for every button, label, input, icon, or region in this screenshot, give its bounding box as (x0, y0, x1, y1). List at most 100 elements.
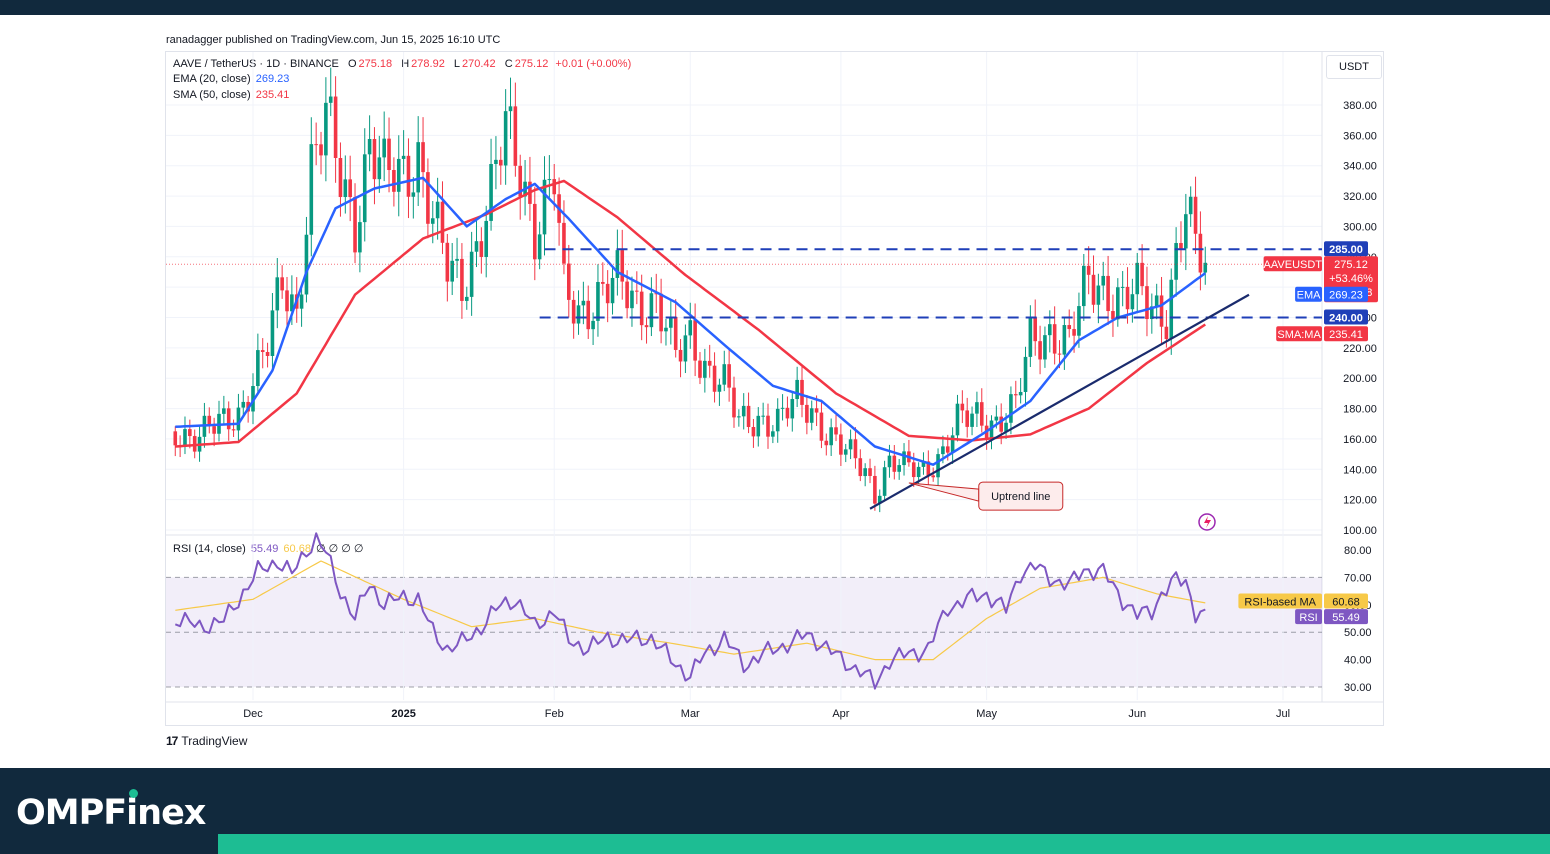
candle-body (790, 399, 795, 419)
sma-axis-tag-bg (1324, 326, 1368, 342)
candle-body (406, 155, 411, 197)
candle-body (532, 203, 537, 260)
ema-legend[interactable]: EMA (20, close) 269.23 (173, 73, 289, 85)
candle-body (275, 277, 280, 311)
rsi-legend-value: 55.49 (250, 543, 279, 555)
chart-frame (165, 51, 1384, 726)
candle-body (601, 281, 605, 284)
candle-body (887, 455, 892, 468)
candle-body (1013, 394, 1018, 396)
ema-legend-value: 269.23 (255, 73, 290, 85)
candle-body (834, 427, 838, 435)
candle-body (814, 408, 819, 413)
candle-body (1159, 295, 1164, 327)
candle-body (1203, 262, 1208, 273)
candle-body (625, 281, 629, 309)
candle-body (775, 408, 780, 432)
candle-body (314, 144, 318, 146)
rsi-ma-axis-tag-bg (1324, 593, 1368, 609)
candle-body (518, 165, 523, 197)
candle-body (868, 468, 872, 476)
price-tick-label: 100.00 (1343, 525, 1377, 537)
legend-low: 270.42 (462, 58, 496, 70)
candle-body (547, 179, 552, 181)
candle-body (382, 138, 386, 158)
candle-body (430, 218, 435, 224)
annotation-label: Uptrend line (991, 491, 1050, 503)
candle-body (450, 260, 454, 282)
candle-body (902, 451, 906, 466)
candle-body (698, 360, 702, 378)
candle-body (795, 379, 799, 400)
price-tick-label: 320.00 (1343, 191, 1377, 203)
candle-body (945, 446, 950, 453)
candle-body (192, 436, 197, 452)
candle-body (567, 263, 571, 300)
candle-body (173, 431, 178, 446)
candle-body (256, 350, 260, 387)
rsi-legend[interactable]: RSI (14, close) 55.49 60.68 ∅ ∅ ∅ ∅ (173, 542, 364, 555)
candle-body (688, 320, 693, 336)
tradingview-logo[interactable]: 17 TradingView (166, 734, 247, 748)
candle-body (707, 360, 712, 366)
candle-body (183, 429, 187, 447)
candle-body (921, 461, 926, 467)
candle-body (222, 408, 226, 414)
candle-body (1120, 286, 1125, 288)
rsi-tick-label: 80.00 (1344, 545, 1372, 557)
time-tick-label: Apr (832, 708, 849, 720)
rsi-tick-label: 30.00 (1344, 682, 1372, 694)
candle-body (333, 96, 338, 159)
footer-accent-bar (218, 834, 1550, 854)
lightning-icon (1198, 513, 1216, 531)
candles (173, 67, 1208, 513)
ema-axis-tag-bg (1324, 286, 1368, 302)
last-price-label: 275.12 (1334, 259, 1368, 271)
time-tick-label: Jun (1128, 708, 1146, 720)
candle-body (1179, 243, 1183, 249)
candle-body (1091, 274, 1096, 305)
candle-body (372, 138, 377, 180)
rsi-tick-label: 50.00 (1344, 627, 1372, 639)
brand-text-after: nex (137, 793, 206, 833)
rsi-tick-label: 70.00 (1344, 572, 1372, 584)
candle-body (270, 310, 275, 356)
time-tick-label: May (976, 708, 997, 720)
candle-body (1096, 285, 1101, 305)
candle-body (630, 290, 634, 309)
level-240-tag-bg (1324, 309, 1368, 325)
legend-high: 278.92 (411, 58, 445, 70)
lightning-bolt-icon (1204, 516, 1211, 528)
price-tick-label: 340.00 (1343, 161, 1377, 173)
legend-low-label: L (453, 58, 461, 70)
candle-body (800, 379, 804, 405)
candle-body (727, 364, 731, 388)
candle-body (498, 159, 503, 166)
candle-body (455, 258, 459, 261)
candle-body (562, 222, 566, 264)
candle-body (664, 327, 668, 332)
candle-body (805, 404, 809, 423)
candle-body (460, 258, 464, 301)
currency-button[interactable]: USDT (1326, 55, 1382, 79)
candle-body (703, 360, 707, 378)
candle-body (960, 403, 965, 411)
candle-body (1135, 262, 1140, 295)
candle-body (236, 407, 241, 431)
candle-body (678, 349, 683, 362)
level-285-tag-bg (1324, 241, 1368, 257)
price-tick-label: 300.00 (1343, 221, 1377, 233)
candle-body (231, 429, 236, 431)
ema-legend-label: EMA (20, close) (173, 73, 251, 85)
candle-body (975, 402, 979, 414)
candle-body (931, 475, 935, 478)
level-285-tag: 285.00 (1329, 244, 1363, 256)
candle-body (1145, 286, 1149, 320)
price-tick-label: 200.00 (1343, 373, 1377, 385)
ema-side-tag: EMA (1297, 290, 1322, 302)
candle-body (1101, 275, 1106, 286)
candle-body (877, 495, 882, 504)
sma-legend[interactable]: SMA (50, close) 235.41 (173, 89, 289, 101)
price-chart[interactable]: 100.00 120.00 140.00 160.00 180.00 200.00 220.… (0, 0, 1550, 768)
brand-accent-dot (129, 789, 139, 798)
